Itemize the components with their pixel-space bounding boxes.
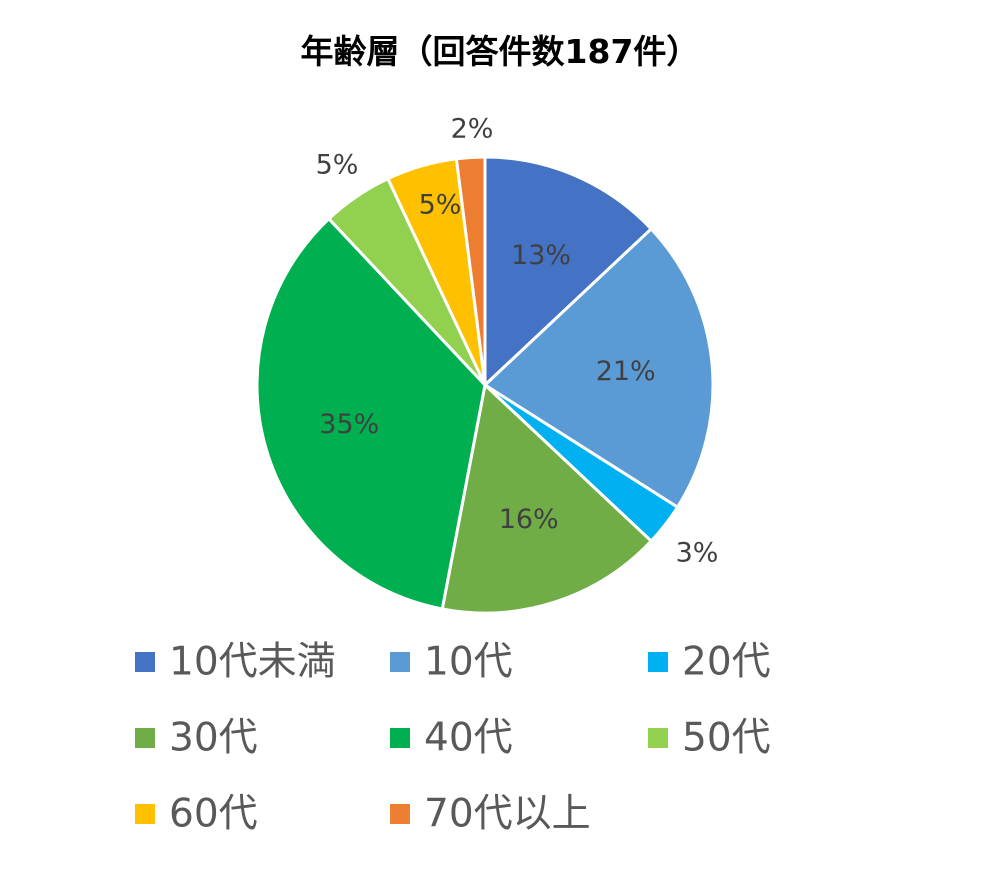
data-labels: 13% 21% 3% 16% 35% 5% 5% 2%	[316, 114, 719, 569]
data-label-7: 5%	[419, 190, 462, 221]
legend-item-3: 20代	[648, 640, 771, 685]
legend-swatch	[135, 652, 155, 672]
legend-label: 40代	[424, 716, 513, 761]
legend-swatch	[390, 804, 410, 824]
legend-label: 50代	[682, 716, 771, 761]
legend-item-8: 70代以上	[390, 792, 591, 837]
legend-item-4: 30代	[135, 716, 258, 761]
legend-swatch	[135, 804, 155, 824]
pie-slices	[255, 155, 715, 615]
legend: 10代未満 10代 20代 30代 40代 50代 60代 70代以上	[135, 640, 771, 837]
pie-slice-1	[483, 155, 653, 387]
legend-label: 60代	[169, 792, 258, 837]
legend-swatch	[648, 652, 668, 672]
legend-item-6: 50代	[648, 716, 771, 761]
legend-swatch	[648, 728, 668, 748]
legend-label: 10代未満	[169, 640, 336, 685]
pie-slice-8	[454, 155, 487, 387]
legend-swatch	[135, 728, 155, 748]
pie-slice-4	[440, 383, 653, 615]
legend-item-2: 10代	[390, 640, 513, 685]
legend-label: 70代以上	[424, 792, 591, 837]
legend-item-7: 60代	[135, 792, 258, 837]
legend-label: 20代	[682, 640, 771, 685]
data-label-5: 35%	[319, 409, 379, 440]
data-label-6: 5%	[316, 150, 359, 181]
legend-item-1: 10代未満	[135, 640, 336, 685]
pie-slice-2	[483, 227, 715, 509]
legend-swatch	[390, 728, 410, 748]
pie-slice-5	[255, 217, 487, 611]
data-label-1: 13%	[511, 240, 571, 271]
data-label-4: 16%	[499, 504, 559, 535]
legend-swatch	[390, 652, 410, 672]
legend-label: 30代	[169, 716, 258, 761]
data-label-8: 2%	[451, 114, 494, 145]
data-label-3: 3%	[676, 538, 719, 569]
data-label-2: 21%	[596, 356, 656, 387]
legend-label: 10代	[424, 640, 513, 685]
chart-title: 年齢層（回答件数187件）	[301, 32, 700, 71]
legend-item-5: 40代	[390, 716, 513, 761]
